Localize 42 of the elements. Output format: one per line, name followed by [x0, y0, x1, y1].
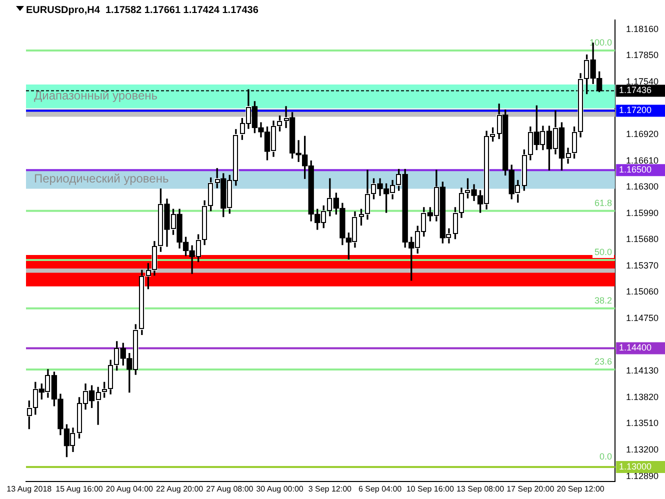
y-tick-label: 1.16920	[626, 128, 659, 139]
x-tick-label: 15 Aug 16:00	[56, 484, 104, 494]
y-tick-label: 1.15990	[626, 208, 659, 218]
annotation: 61.8	[594, 198, 612, 208]
x-tick-label: 20 Aug 04:00	[106, 484, 154, 494]
annotation: 0.0	[599, 451, 612, 462]
y-tick-label: 1.14750	[626, 313, 659, 324]
y-tick-label: 1.18160	[626, 24, 659, 34]
x-tick-label: 6 Sep 04:00	[358, 484, 402, 494]
y-tick-label: 1.14130	[626, 366, 659, 376]
x-tick-label: 20 Sep 12:00	[556, 484, 605, 494]
x-tick-label: 13 Sep 08:00	[456, 484, 505, 494]
y-tick-label: 1.17850	[626, 50, 659, 60]
ref-line-label: 1.16500	[619, 164, 652, 175]
y-tick-label: 1.16300	[626, 182, 659, 192]
y-tick-label: 1.16610	[626, 155, 659, 166]
y-tick-label: 1.15060	[626, 286, 659, 297]
y-tick-label: 1.13820	[626, 392, 659, 402]
x-tick-label: 30 Aug 00:00	[256, 484, 304, 494]
y-tick-label: 1.12890	[626, 470, 659, 481]
annotation: 23.6	[594, 356, 612, 366]
x-tick-label: 13 Aug 2018	[6, 484, 52, 494]
ref-line-label: 1.17200	[619, 105, 652, 116]
band-label: Периодический уровень	[34, 171, 169, 186]
annotation: 100.0	[589, 38, 612, 48]
y-tick-label: 1.13510	[626, 418, 659, 428]
chart-title: EURUSDpro,H4 1.17582 1.17661 1.17424 1.17436	[26, 4, 259, 16]
ref-line-label: 1.17436	[619, 85, 652, 96]
annotation: 38.2	[594, 295, 612, 306]
x-tick-label: 3 Sep 12:00	[308, 484, 352, 494]
annotation: 50.0	[594, 247, 612, 258]
y-tick-label: 1.15680	[626, 234, 659, 244]
x-tick-label: 27 Aug 08:00	[206, 484, 254, 494]
x-tick-label: 17 Sep 20:00	[506, 484, 555, 494]
band-label: Диапазонный уровень	[34, 88, 158, 103]
x-tick-label: 10 Sep 16:00	[406, 484, 454, 494]
y-tick-label: 1.17540	[626, 76, 659, 86]
ref-line-label: 1.14400	[619, 342, 652, 353]
x-tick-label: 22 Aug 20:00	[156, 484, 204, 494]
y-tick-label: 1.13200	[626, 444, 659, 454]
y-tick-label: 1.15370	[626, 260, 659, 270]
ref-line-label: 1.13000	[619, 461, 652, 472]
